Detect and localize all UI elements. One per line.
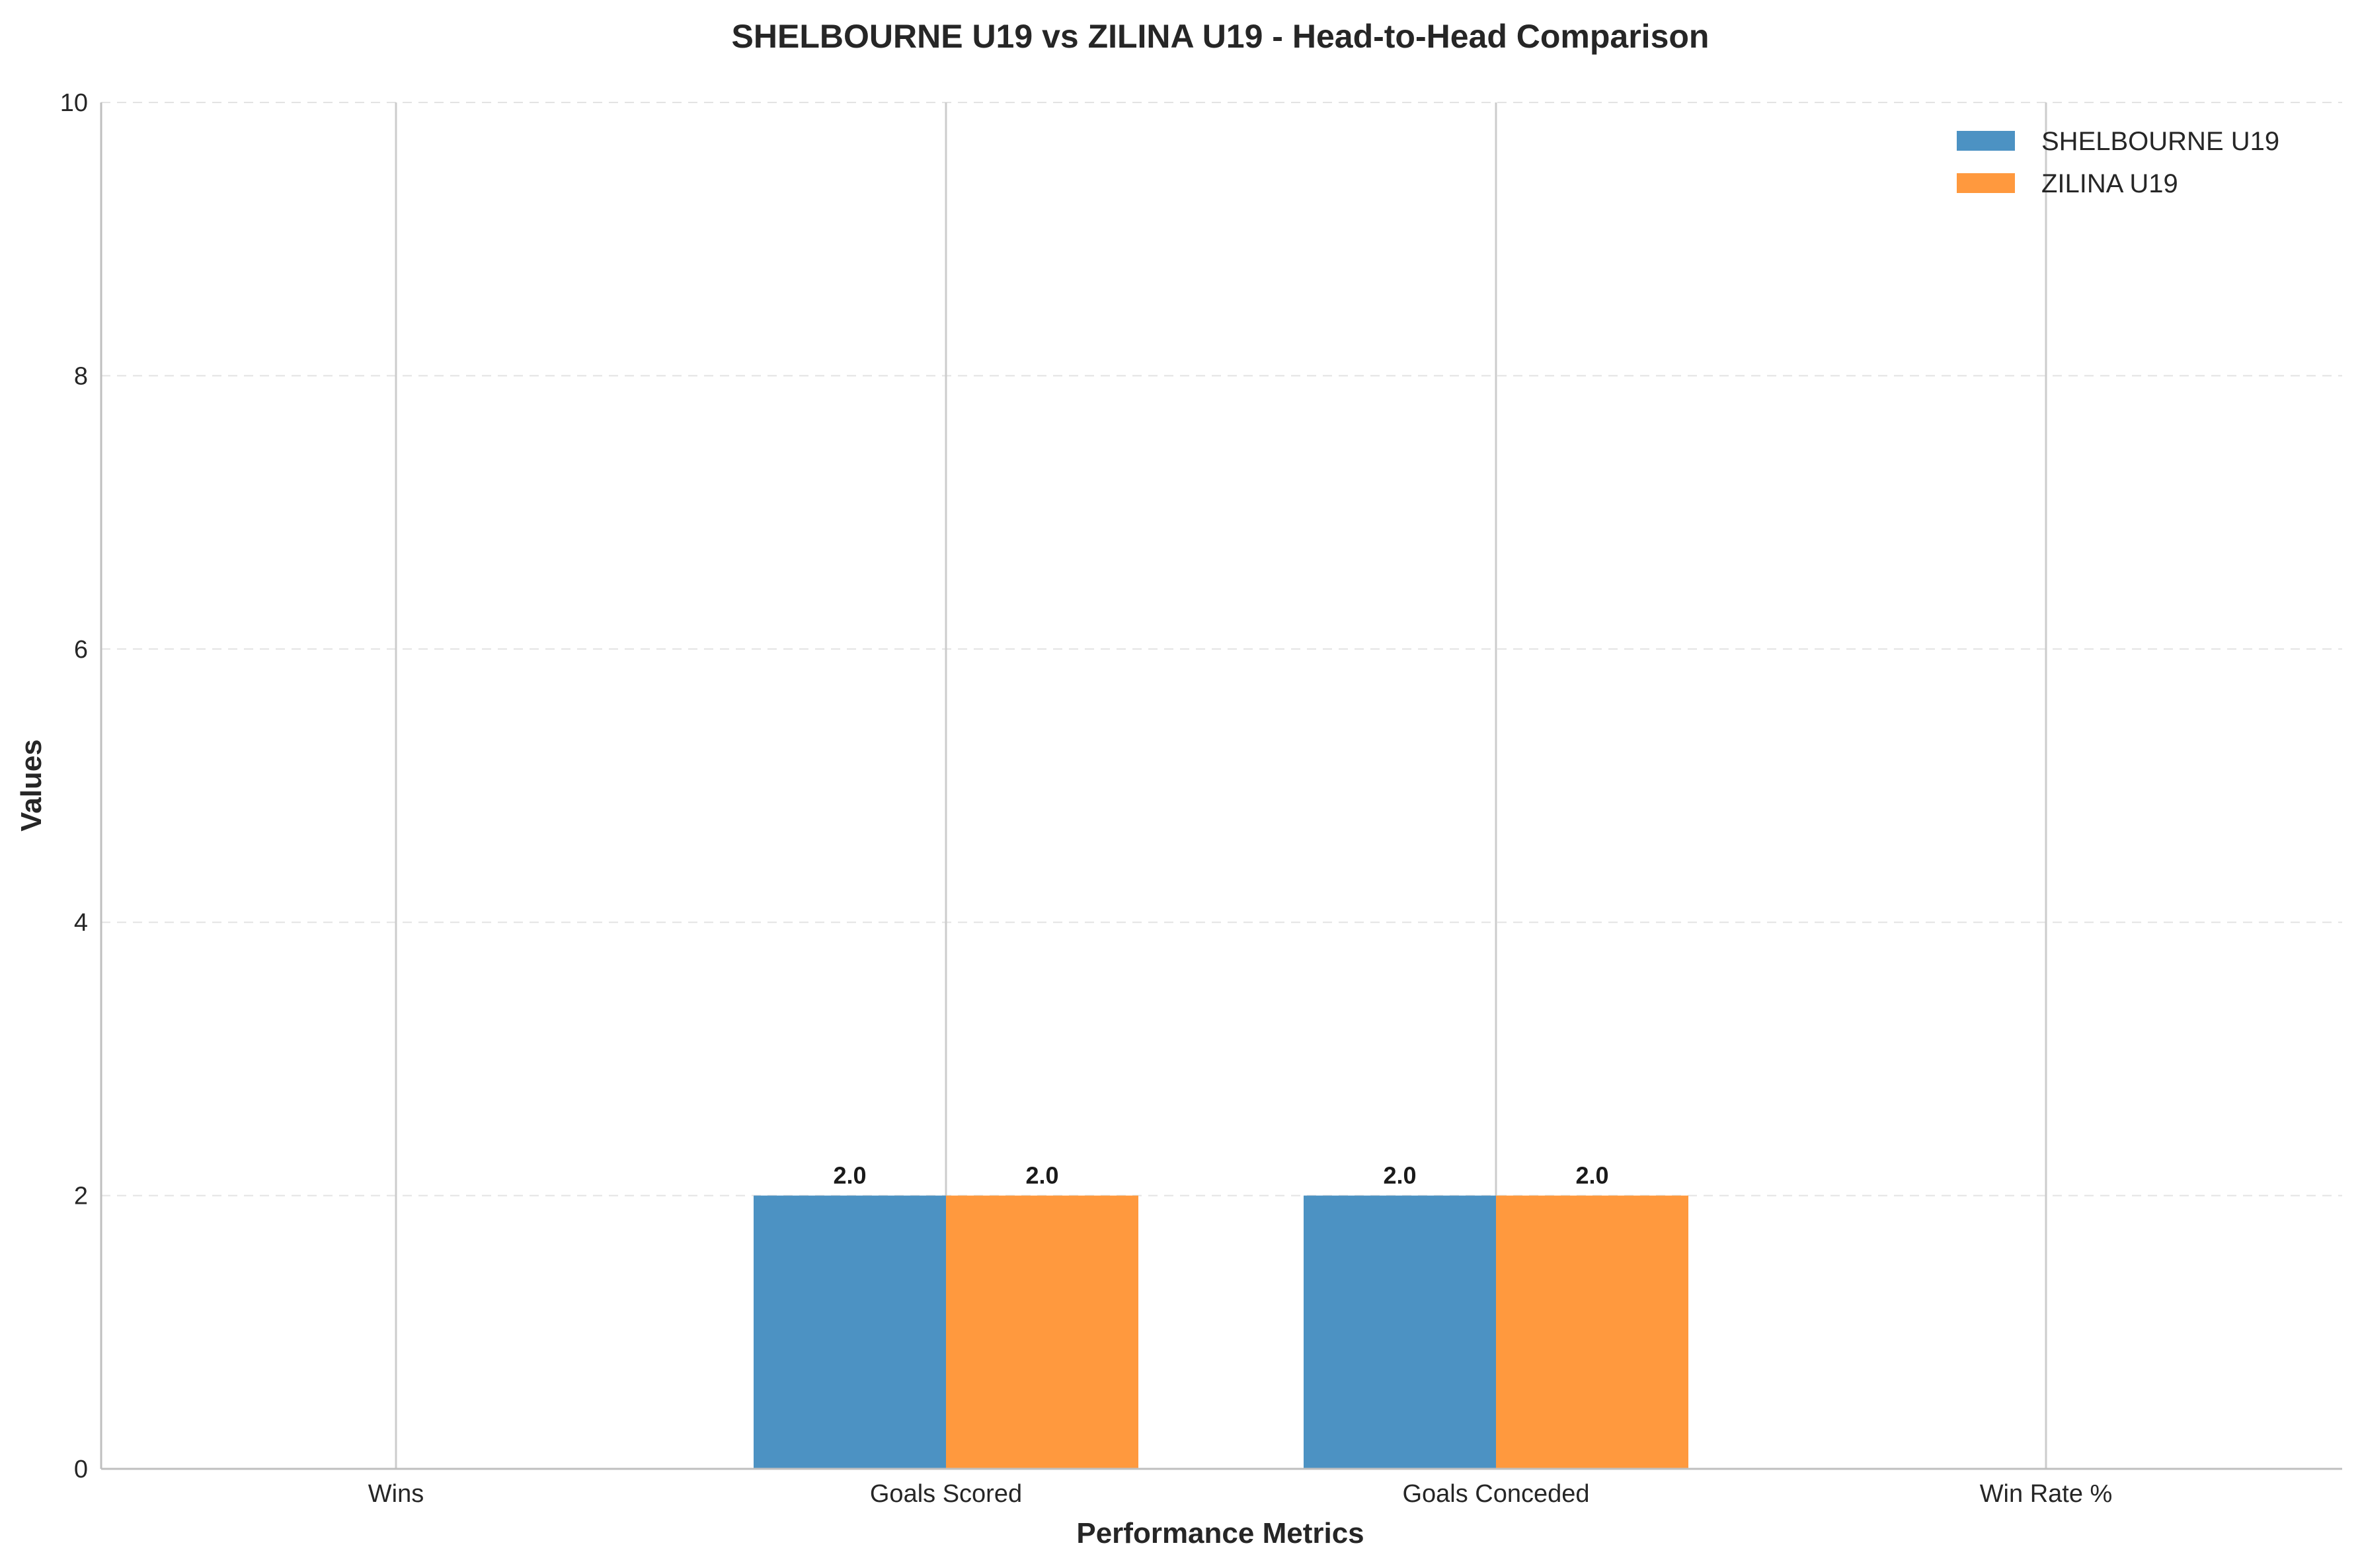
x-tick-label: Win Rate % [1980, 1480, 2113, 1508]
x-tick-labels: Wins Goals Scored Goals Conceded Win Rate % [368, 1480, 2113, 1508]
x-tick-label: Goals Conceded [1402, 1480, 1589, 1508]
bar-value-label: 2.0 [1383, 1162, 1416, 1189]
chart-title: SHELBOURNE U19 vs ZILINA U19 - Head-to-H… [732, 18, 1710, 55]
bar-value-label: 2.0 [833, 1162, 866, 1189]
y-axis-label: Values [15, 739, 48, 831]
legend: SHELBOURNE U19 ZILINA U19 [1957, 127, 2279, 198]
bar-value-label: 2.0 [1025, 1162, 1058, 1189]
y-tick-label: 0 [74, 1456, 88, 1483]
bar-zilina-1 [946, 1195, 1138, 1469]
bar-value-label: 2.0 [1575, 1162, 1608, 1189]
legend-label: SHELBOURNE U19 [2041, 127, 2279, 156]
x-axis-label: Performance Metrics [1076, 1517, 1364, 1549]
y-gridlines [101, 102, 2342, 1196]
y-tick-label: 2 [74, 1183, 88, 1210]
bar-shelbourne-2 [1304, 1195, 1496, 1469]
y-tick-label: 4 [74, 909, 88, 937]
legend-swatch [1957, 173, 2015, 193]
legend-swatch [1957, 131, 2015, 151]
bars-group [754, 1195, 1688, 1469]
y-tick-label: 8 [74, 362, 88, 390]
y-tick-labels: 0 2 4 6 8 10 [60, 89, 88, 1483]
y-tick-label: 6 [74, 636, 88, 664]
x-tick-label: Wins [368, 1480, 424, 1508]
bar-shelbourne-1 [754, 1195, 946, 1469]
bar-zilina-2 [1496, 1195, 1688, 1469]
x-gridlines [395, 102, 2047, 1469]
value-labels-group: 2.0 2.0 2.0 2.0 [833, 1162, 1608, 1189]
x-tick-label: Goals Scored [870, 1480, 1022, 1508]
legend-label: ZILINA U19 [2041, 169, 2178, 198]
y-tick-label: 10 [60, 89, 88, 117]
